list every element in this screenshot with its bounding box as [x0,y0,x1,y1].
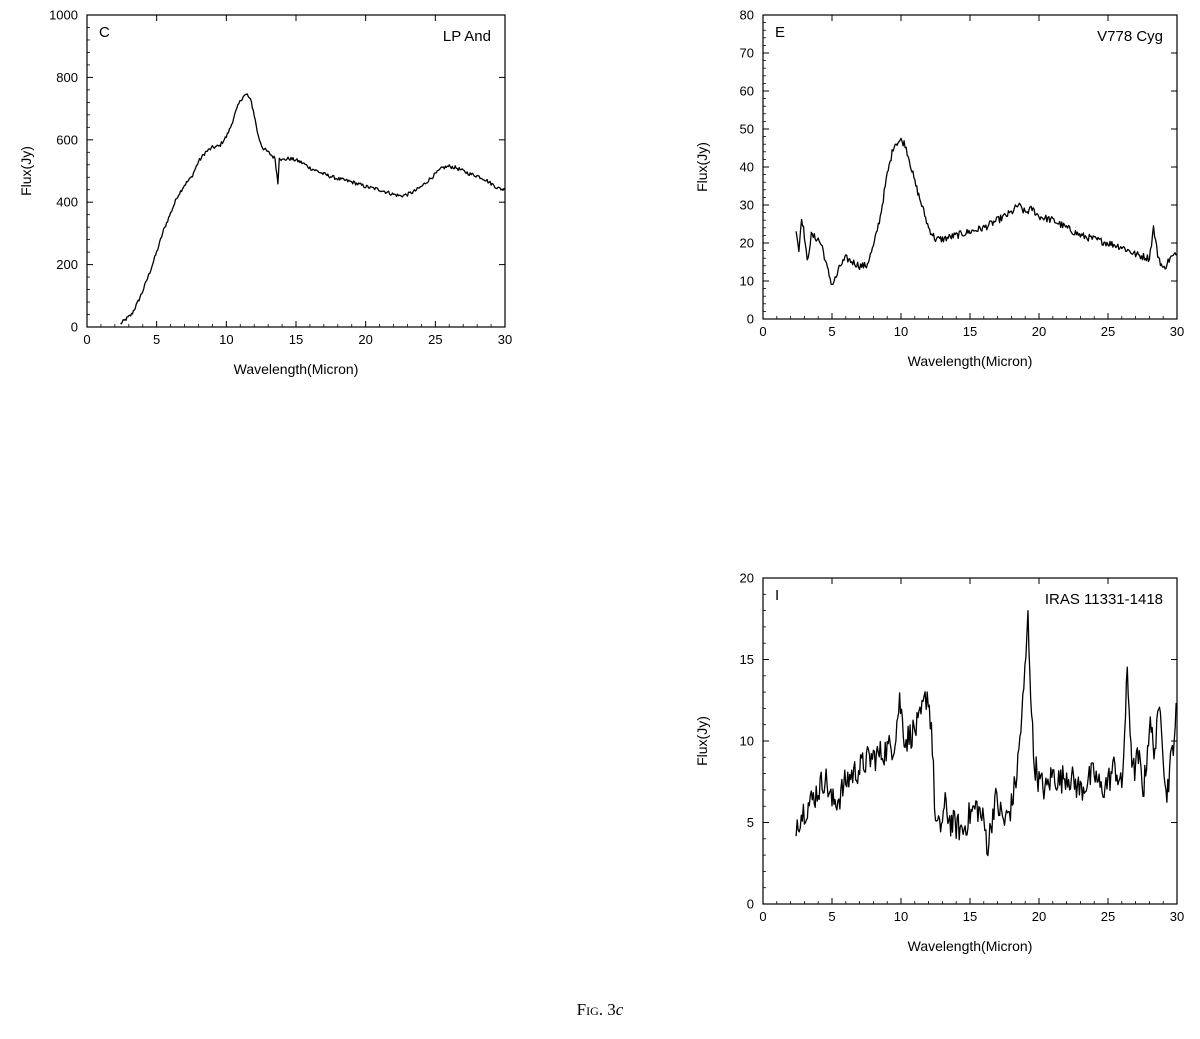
y-tick-label: 20 [740,571,754,586]
x-tick-label: 20 [358,332,372,347]
y-tick-label: 70 [740,46,754,61]
y-tick-label: 15 [740,652,754,667]
y-tick-label: 30 [740,198,754,213]
plot-frame [762,14,1178,320]
panel-annotation: IRAS 11331-1418 [1045,591,1163,608]
spectrum-line [795,609,1178,857]
y-tick-label: 0 [747,897,754,912]
y-tick-label: 10 [740,274,754,289]
spectrum-line [120,93,506,325]
x-axis-label: Wavelength(Micron) [908,938,1033,954]
y-tick-label: 50 [740,122,754,137]
plot-frame [86,14,506,328]
y-tick-label: 10 [740,734,754,749]
y-tick-label: 200 [56,257,78,272]
x-tick-label: 30 [1170,324,1184,339]
x-tick-label: 15 [963,909,977,924]
y-tick-label: 0 [71,320,78,335]
y-tick-label: 800 [56,70,78,85]
caption-letter: c [615,1000,624,1019]
figure-caption: Fig. 3c [0,1000,1200,1020]
y-tick-label: 0 [747,312,754,327]
panel-letter: C [99,24,110,41]
x-tick-label: 5 [828,909,835,924]
x-tick-label: 5 [828,324,835,339]
y-tick-label: 60 [740,84,754,99]
x-tick-label: 10 [894,909,908,924]
x-tick-label: 30 [1170,909,1184,924]
x-tick-label: 15 [289,332,303,347]
caption-number: 3 [607,1000,616,1019]
chart-panel-i: 0 5 10 15 20 25 30 0 5 10 15 20 Wavelength(Micron) Fl… [694,571,1184,955]
chart-panel-c: 0 5 10 15 20 25 30 0 200 400 600 800 1000 Wavelength(… [18,8,512,378]
panel-annotation: LP And [443,28,491,45]
spectrum-line [795,137,1178,286]
y-tick-label: 5 [747,815,754,830]
x-tick-label: 20 [1032,324,1046,339]
chart-panel-e: 0 5 10 15 20 25 30 0 10 20 30 40 50 60 70 80 Wavelength(… [694,8,1184,370]
x-axis-label: Wavelength(Micron) [234,361,359,377]
x-tick-label: 10 [219,332,233,347]
y-tick-label: 40 [740,160,754,175]
x-tick-label: 15 [963,324,977,339]
x-tick-label: 30 [498,332,512,347]
x-tick-label: 25 [1101,909,1115,924]
x-tick-label: 20 [1032,909,1046,924]
y-tick-label: 20 [740,236,754,251]
x-tick-label: 5 [153,332,160,347]
y-axis-label: Flux(Jy) [694,716,710,766]
y-axis-label: Flux(Jy) [18,146,34,196]
x-tick-label: 10 [894,324,908,339]
x-tick-label: 0 [759,909,766,924]
y-axis-label: Flux(Jy) [694,142,710,192]
panel-letter: I [775,587,779,604]
x-tick-label: 25 [428,332,442,347]
x-tick-label: 25 [1101,324,1115,339]
caption-prefix: Fig. [576,1000,604,1019]
y-tick-label: 80 [740,8,754,23]
x-tick-label: 0 [83,332,90,347]
panel-letter: E [775,24,785,41]
x-tick-label: 0 [759,324,766,339]
y-tick-label: 1000 [49,8,78,23]
x-axis-label: Wavelength(Micron) [908,353,1033,369]
panel-annotation: V778 Cyg [1097,28,1163,45]
y-tick-label: 400 [56,195,78,210]
plot-frame [762,577,1178,905]
y-tick-label: 600 [56,132,78,147]
